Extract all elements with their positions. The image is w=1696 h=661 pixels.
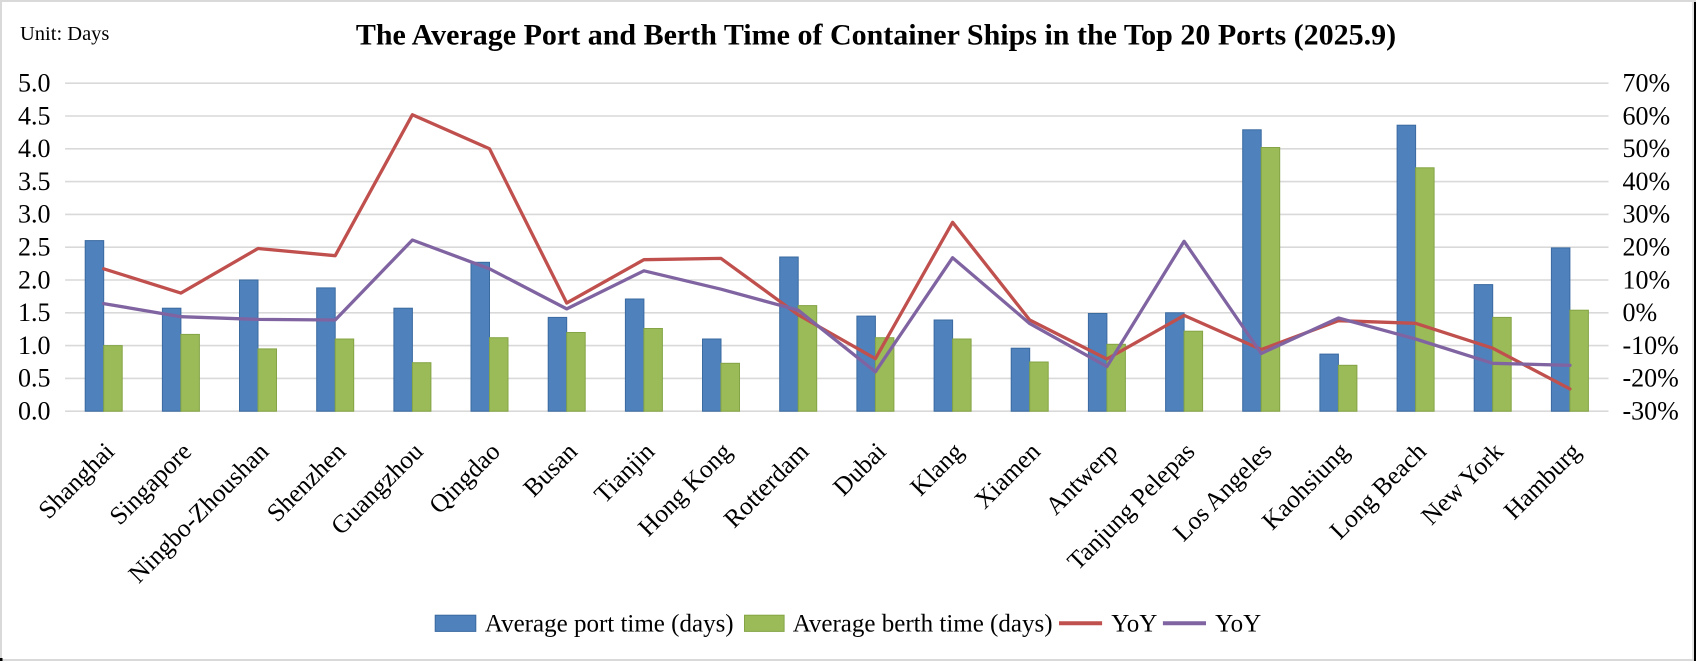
svg-text:60%: 60% xyxy=(1623,101,1671,130)
svg-text:Average berth time (days): Average berth time (days) xyxy=(793,610,1053,637)
svg-text:1.0: 1.0 xyxy=(18,331,51,360)
svg-text:1.5: 1.5 xyxy=(18,298,51,327)
svg-text:20%: 20% xyxy=(1623,233,1671,262)
svg-text:2.5: 2.5 xyxy=(18,233,51,262)
svg-text:0.5: 0.5 xyxy=(18,364,51,393)
svg-text:2.0: 2.0 xyxy=(18,265,51,294)
svg-text:0%: 0% xyxy=(1623,298,1658,327)
svg-text:YoY: YoY xyxy=(1215,610,1261,637)
svg-text:Average port time (days): Average port time (days) xyxy=(485,610,734,637)
svg-text:YoY: YoY xyxy=(1111,610,1157,637)
svg-text:-10%: -10% xyxy=(1623,331,1679,360)
svg-text:4.5: 4.5 xyxy=(18,101,51,130)
svg-text:-20%: -20% xyxy=(1623,364,1679,393)
svg-text:Unit: Days: Unit: Days xyxy=(20,23,109,45)
svg-text:4.0: 4.0 xyxy=(18,134,51,163)
svg-text:The Average Port and Berth Tim: The Average Port and Berth Time of Conta… xyxy=(356,18,1396,51)
svg-text:70%: 70% xyxy=(1623,69,1671,98)
svg-text:-30%: -30% xyxy=(1623,397,1679,426)
svg-text:10%: 10% xyxy=(1623,265,1671,294)
svg-text:50%: 50% xyxy=(1623,134,1671,163)
svg-text:0.0: 0.0 xyxy=(18,397,51,426)
svg-text:3.0: 3.0 xyxy=(18,200,51,229)
svg-text:3.5: 3.5 xyxy=(18,167,51,196)
svg-text:40%: 40% xyxy=(1623,167,1671,196)
svg-text:5.0: 5.0 xyxy=(18,69,51,98)
svg-text:30%: 30% xyxy=(1623,200,1671,229)
